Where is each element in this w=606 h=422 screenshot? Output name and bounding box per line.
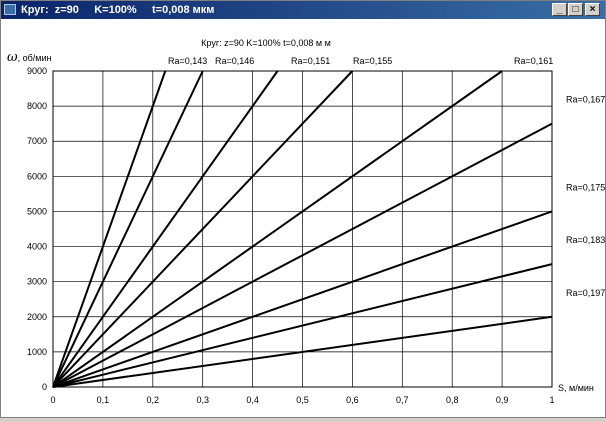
y-tick-label: 9000 bbox=[27, 66, 47, 76]
y-tick-label: 1000 bbox=[27, 347, 47, 357]
y-tick-label: 2000 bbox=[27, 312, 47, 322]
series-labels: Ra=0,143 Ra=0,146 Ra=0,151 Ra=0,155 Ra=0,161… bbox=[168, 56, 605, 298]
x-tick-label: 0,2 bbox=[147, 395, 160, 405]
y-tick-label: 6000 bbox=[27, 171, 47, 181]
y-tick-label: 4000 bbox=[27, 242, 47, 252]
x-tick-label: 0,8 bbox=[446, 395, 459, 405]
series-label: Ra=0,151 bbox=[291, 56, 330, 66]
series-lines bbox=[52, 70, 553, 388]
window-title: Круг: z=90 K=100% t=0,008 мкм bbox=[21, 4, 215, 16]
series-line bbox=[52, 70, 167, 388]
series-label: Ra=0,143 bbox=[168, 56, 207, 66]
series-line bbox=[52, 70, 279, 388]
series-label: Ra=0,146 bbox=[215, 56, 254, 66]
y-tick-label: 7000 bbox=[27, 136, 47, 146]
series-label: Ra=0,155 bbox=[353, 56, 392, 66]
tick-labels: 0 0,1 0,2 0,3 0,4 0,5 0,6 0,7 0,8 0,9 1 0 1000 2000 30… bbox=[27, 66, 555, 405]
grid bbox=[52, 70, 553, 388]
series-label: Ra=0,183 bbox=[566, 235, 605, 245]
x-tick-label: 0 bbox=[50, 395, 55, 405]
x-tick-label: 0,9 bbox=[496, 395, 509, 405]
close-button[interactable]: × bbox=[585, 3, 600, 16]
series-line bbox=[52, 70, 204, 388]
y-label-unit: , об/мин bbox=[18, 53, 52, 63]
minimize-button[interactable]: _ bbox=[552, 3, 567, 16]
series-line bbox=[52, 70, 503, 388]
chart-area: Круг: z=90 K=100% t=0,008 м м ω, об/мин … bbox=[1, 19, 605, 417]
series-line bbox=[52, 210, 553, 388]
series-line bbox=[52, 263, 553, 388]
y-tick-label: 5000 bbox=[27, 206, 47, 216]
title-bar[interactable]: Круг: z=90 K=100% t=0,008 мкм _ □ × bbox=[1, 1, 605, 19]
series-line bbox=[52, 122, 553, 388]
app-icon[interactable] bbox=[4, 4, 16, 15]
series-line bbox=[52, 70, 354, 388]
x-tick-label: 0,1 bbox=[97, 395, 110, 405]
x-tick-label: 1 bbox=[549, 395, 554, 405]
series-label: Ra=0,161 bbox=[514, 56, 553, 66]
series-label: Ra=0,175 bbox=[566, 182, 605, 192]
x-tick-label: 0,7 bbox=[396, 395, 409, 405]
x-tick-label: 0,3 bbox=[196, 395, 209, 405]
x-tick-label: 0,6 bbox=[346, 395, 359, 405]
maximize-button[interactable]: □ bbox=[568, 3, 583, 16]
x-axis-label: S, м/мин bbox=[558, 383, 594, 393]
x-tick-label: 0,5 bbox=[296, 395, 309, 405]
chart-title: Круг: z=90 K=100% t=0,008 м м bbox=[201, 38, 331, 48]
y-tick-label: 3000 bbox=[27, 277, 47, 287]
series-line bbox=[52, 315, 553, 388]
y-tick-label: 0 bbox=[42, 382, 47, 392]
y-axis-label: ω, об/мин bbox=[7, 50, 51, 65]
series-label: Ra=0,197 bbox=[566, 288, 605, 298]
line-chart: Круг: z=90 K=100% t=0,008 м м ω, об/мин … bbox=[7, 38, 605, 405]
y-tick-label: 8000 bbox=[27, 101, 47, 111]
series-label: Ra=0,167 bbox=[566, 95, 605, 105]
x-tick-label: 0,4 bbox=[246, 395, 259, 405]
y-label-symbol: ω bbox=[7, 50, 18, 65]
